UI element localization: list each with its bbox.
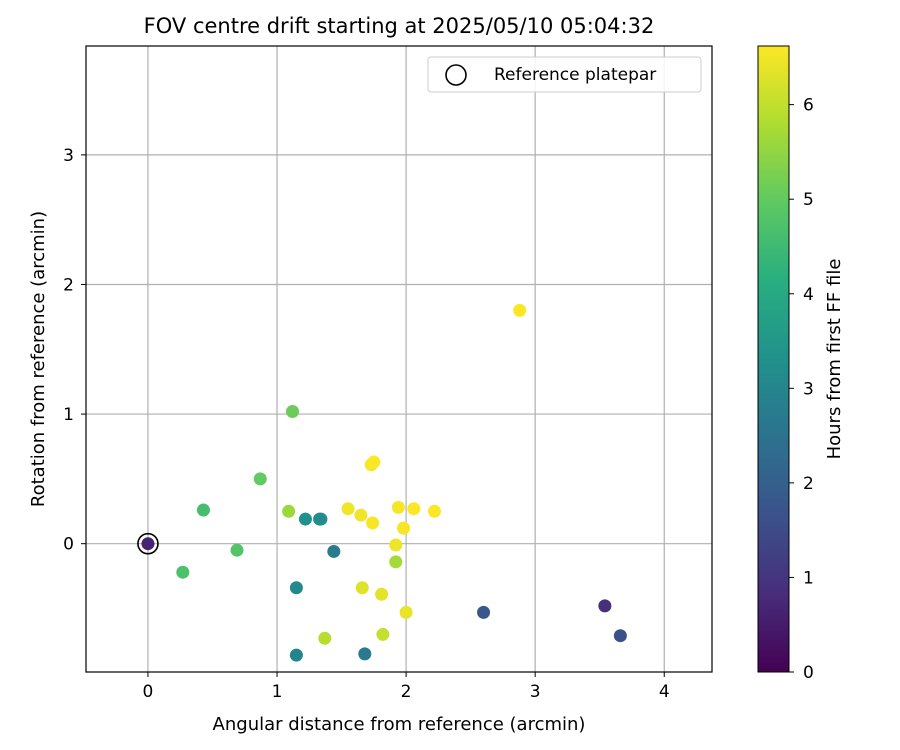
reference-marker bbox=[137, 532, 159, 555]
y-tick-label: 2 bbox=[63, 275, 74, 295]
x-tick-label: 0 bbox=[143, 682, 154, 702]
x-tick-label: 4 bbox=[659, 682, 670, 702]
data-points bbox=[137, 303, 627, 662]
scatter-point bbox=[613, 629, 627, 643]
plot-frame bbox=[85, 45, 713, 673]
scatter-point bbox=[355, 581, 369, 595]
colorbar-label: Hours from first FF file bbox=[824, 259, 845, 460]
scatter-point bbox=[375, 587, 389, 601]
scatter-point bbox=[354, 508, 368, 522]
y-tick-label: 1 bbox=[63, 405, 74, 425]
x-axis-label: Angular distance from reference (arcmin) bbox=[213, 714, 586, 735]
scatter-point bbox=[407, 502, 421, 516]
colorbar-tick-label: 4 bbox=[803, 285, 814, 305]
scatter-point bbox=[427, 504, 441, 518]
colorbar-tick-label: 3 bbox=[803, 379, 814, 399]
scatter-point bbox=[196, 503, 210, 517]
scatter-point bbox=[399, 605, 413, 619]
colorbar-tick-label: 1 bbox=[803, 568, 814, 588]
scatter-point bbox=[298, 512, 312, 526]
colorbar-ticks: 0 1 2 3 4 5 6 bbox=[789, 96, 814, 683]
colorbar: 0 1 2 3 4 5 6 Hours from first FF file bbox=[757, 45, 845, 683]
colorbar-tick-label: 5 bbox=[803, 190, 814, 210]
x-tick-label: 3 bbox=[530, 682, 541, 702]
scatter-point bbox=[389, 555, 403, 569]
chart-title: FOV centre drift starting at 2025/05/10 … bbox=[144, 14, 655, 38]
scatter-point bbox=[289, 581, 303, 595]
scatter-point bbox=[289, 648, 303, 662]
colorbar-gradient bbox=[757, 45, 790, 673]
scatter-point bbox=[367, 455, 381, 469]
scatter-point bbox=[366, 516, 380, 530]
scatter-point bbox=[141, 537, 155, 551]
scatter-point bbox=[391, 500, 405, 514]
colorbar-tick-label: 6 bbox=[803, 96, 814, 116]
scatter-point bbox=[358, 647, 372, 661]
legend-label: Reference platepar bbox=[494, 65, 656, 85]
scatter-point bbox=[389, 538, 403, 552]
scatter-point bbox=[314, 512, 328, 526]
y-axis-ticks: 0 1 2 3 bbox=[63, 146, 86, 555]
legend-marker-icon bbox=[445, 64, 467, 86]
scatter-point bbox=[282, 504, 296, 518]
scatter-point bbox=[253, 472, 267, 486]
scatter-point bbox=[230, 543, 244, 557]
scatter-point bbox=[598, 599, 612, 613]
colorbar-tick-label: 0 bbox=[803, 663, 814, 683]
scatter-point bbox=[327, 544, 341, 558]
legend: Reference platepar bbox=[427, 56, 702, 93]
scatter-point bbox=[397, 521, 411, 535]
scatter-point bbox=[176, 565, 190, 579]
scatter-point bbox=[286, 404, 300, 418]
scatter-point bbox=[513, 303, 527, 317]
legend-box bbox=[427, 56, 702, 93]
scatter-point bbox=[376, 627, 390, 641]
scatter-point bbox=[341, 502, 355, 516]
x-axis-ticks: 0 1 2 3 4 bbox=[143, 672, 670, 702]
x-tick-label: 2 bbox=[401, 682, 412, 702]
y-axis-label: Rotation from reference (arcmin) bbox=[28, 211, 49, 507]
y-tick-label: 3 bbox=[63, 146, 74, 166]
grid-lines bbox=[86, 46, 712, 672]
scatter-point bbox=[477, 605, 491, 619]
colorbar-tick-label: 2 bbox=[803, 474, 814, 494]
x-tick-label: 1 bbox=[272, 682, 283, 702]
y-tick-label: 0 bbox=[63, 535, 74, 555]
scatter-point bbox=[318, 631, 332, 645]
